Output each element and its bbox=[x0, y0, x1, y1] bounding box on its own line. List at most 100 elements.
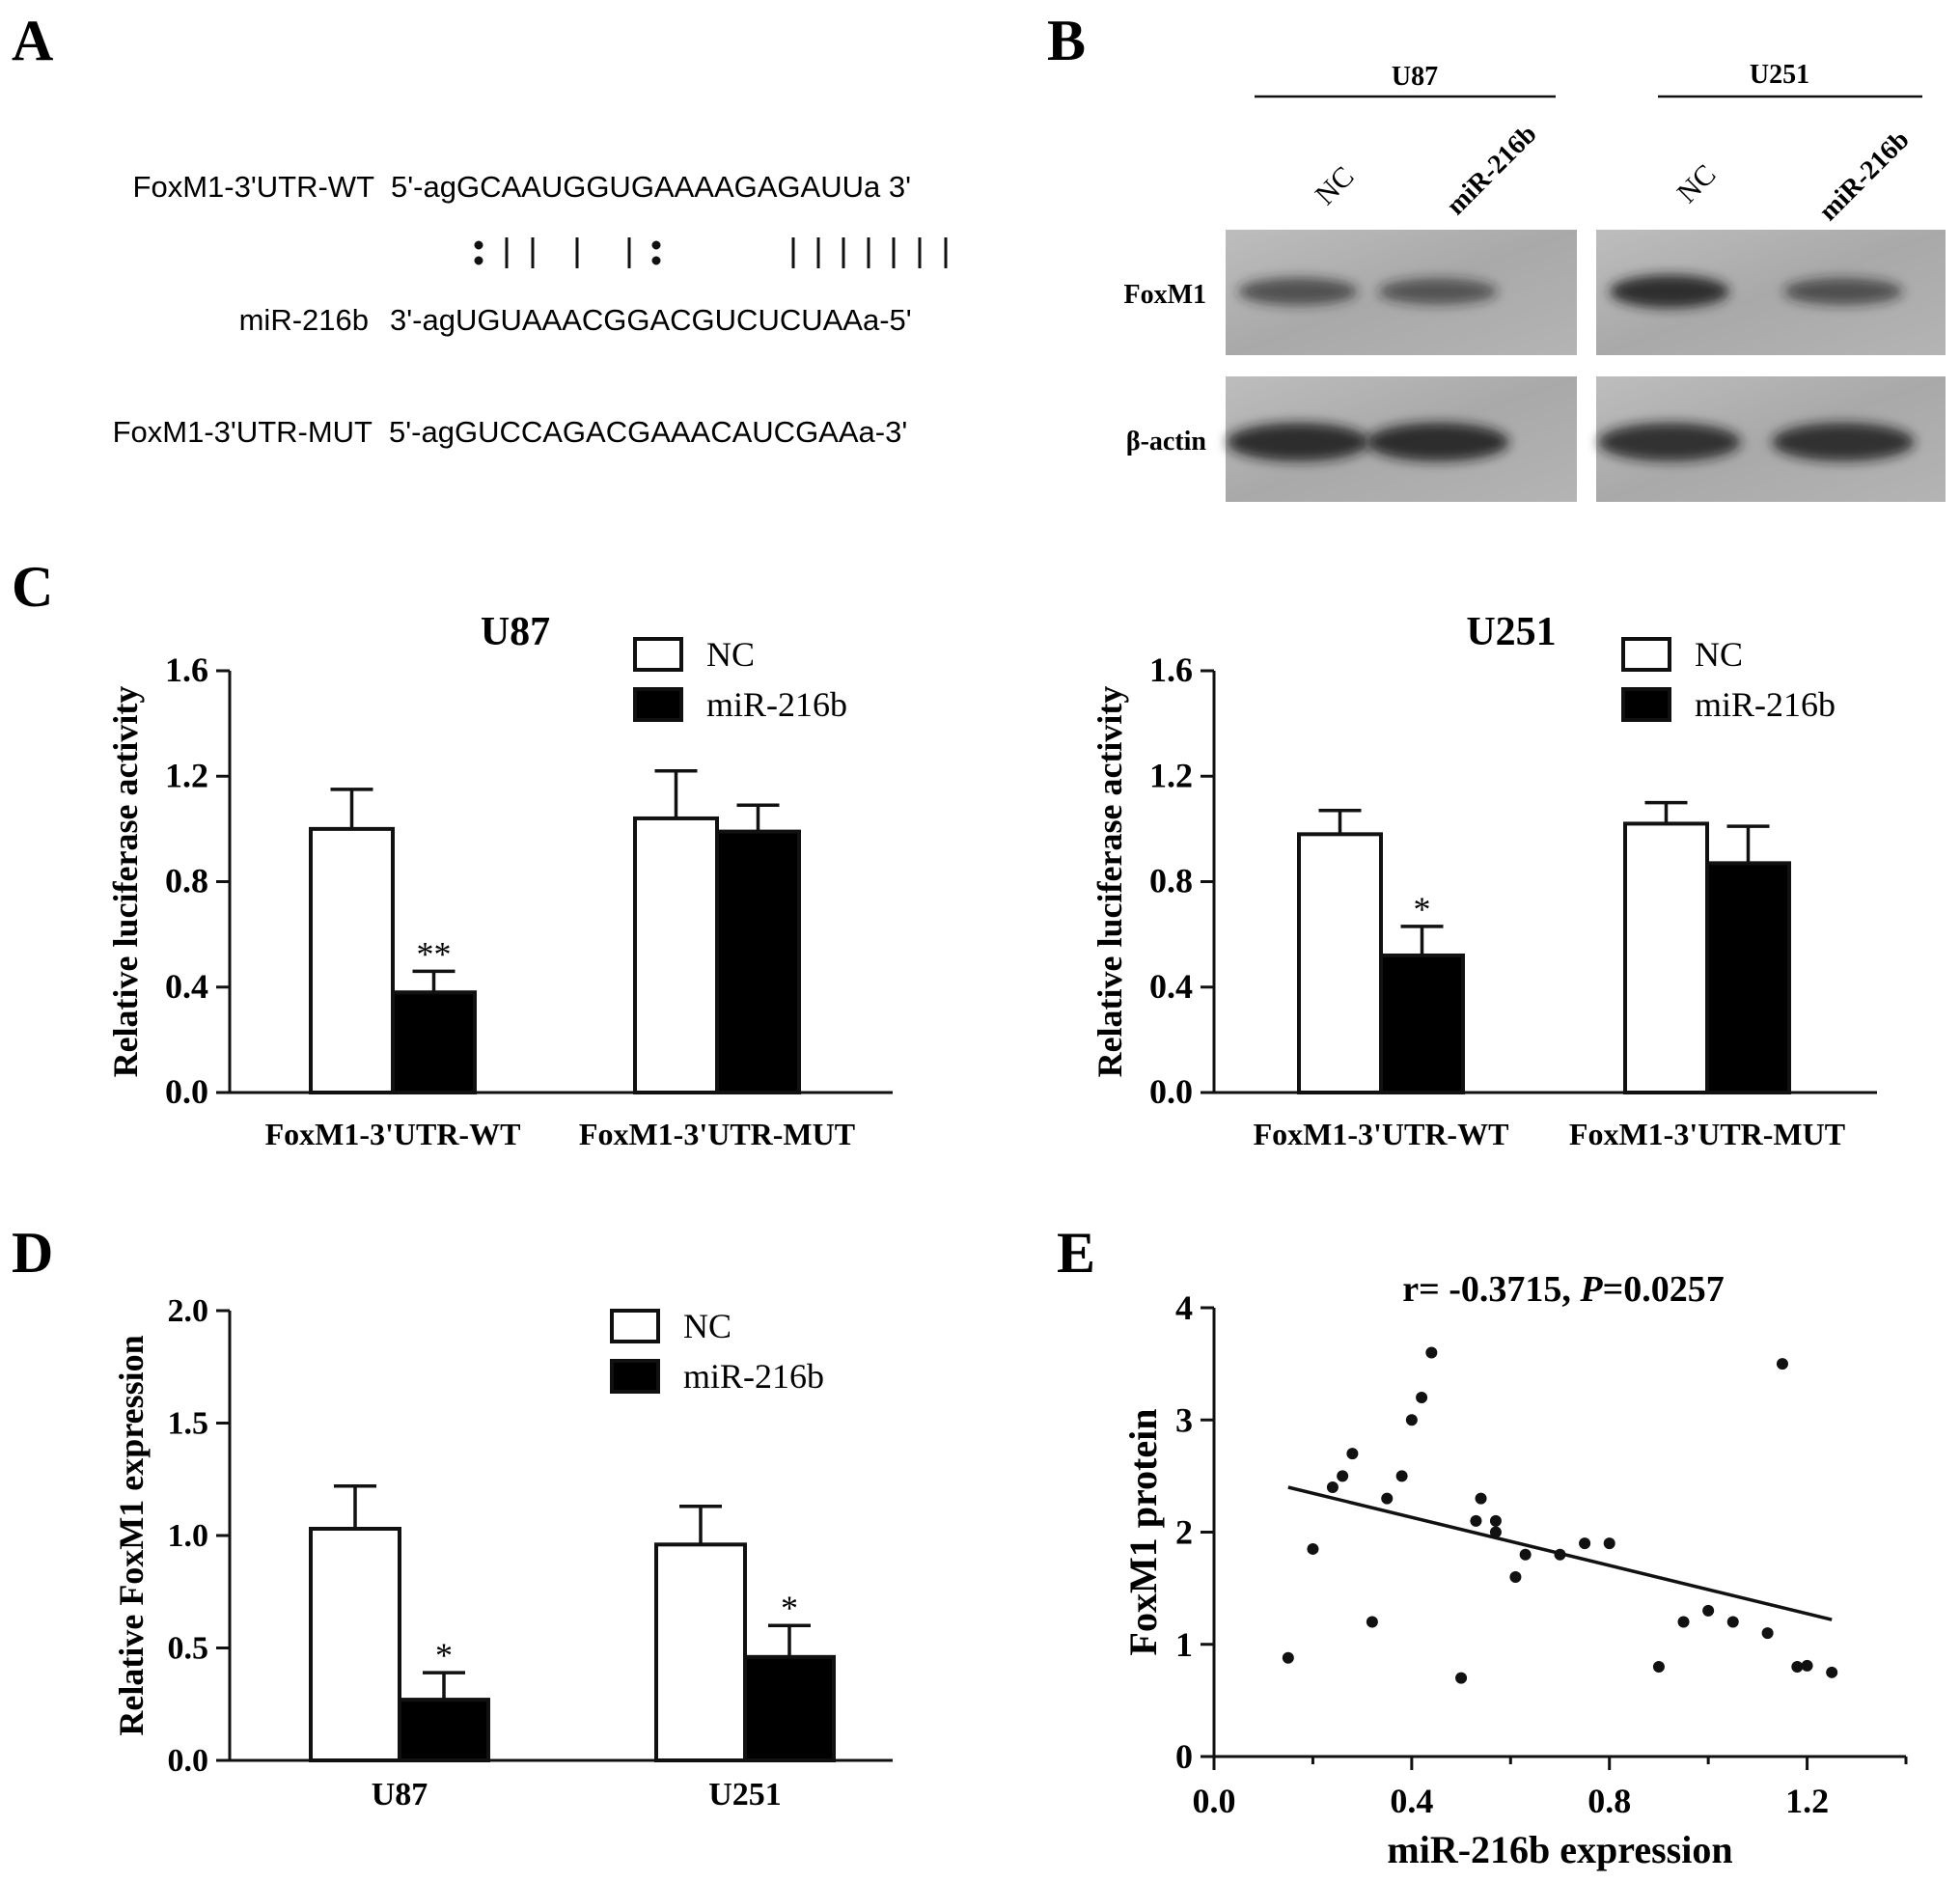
blot-bands bbox=[1227, 274, 1915, 461]
x-tick-label: 0.4 bbox=[1390, 1782, 1433, 1820]
legend-label: NC bbox=[706, 635, 755, 674]
protein-label-beta-actin: β-actin bbox=[1126, 427, 1207, 457]
bar-nc bbox=[633, 816, 719, 1094]
foxm1-band bbox=[1783, 278, 1903, 305]
protein-label-foxm1: FoxM1 bbox=[1123, 280, 1206, 310]
title-r-part: r= -0.3715, bbox=[1402, 1269, 1580, 1310]
scatter-point bbox=[1801, 1659, 1813, 1672]
chart-correlation-scatter: 0 1 2 3 4 0.0 0.4 0.8 1.2 r= -0.3715, P=0.0257 miR… bbox=[1121, 1269, 1908, 1871]
x-category-label: FoxM1-3'UTR-MUT bbox=[1569, 1117, 1845, 1151]
panel-a-alignment: FoxM1-3'UTR-WT 5'-agGCAAUGGUGAAAAGAGAUUa… bbox=[113, 170, 948, 449]
title-p-label: P bbox=[1579, 1269, 1603, 1310]
x-axis-title: miR-216b expression bbox=[1387, 1828, 1732, 1871]
wt-label: FoxM1-3'UTR-WT bbox=[133, 170, 375, 204]
scatter-point bbox=[1455, 1672, 1468, 1684]
cell-line-u87-header: U87 bbox=[1392, 62, 1438, 92]
scatter-point bbox=[1489, 1514, 1502, 1527]
title-p-value: =0.0257 bbox=[1603, 1269, 1725, 1310]
bar-nc bbox=[1297, 832, 1383, 1095]
y-tick-label: 0.8 bbox=[1149, 862, 1193, 900]
y-tick-label: 0.0 bbox=[168, 1743, 209, 1779]
scatter-point bbox=[1519, 1548, 1532, 1561]
y-tick-label: 3 bbox=[1175, 1400, 1193, 1439]
x-tick-label: 0.0 bbox=[1193, 1782, 1236, 1820]
panel-label-c: C bbox=[12, 555, 53, 619]
legend-label: miR-216b bbox=[706, 685, 847, 724]
wt-sequence: 5'-agGCAAUGGUGAAAAGAGAUUa 3' bbox=[391, 170, 911, 204]
legend-label: NC bbox=[683, 1307, 732, 1345]
chart-title: U251 bbox=[1466, 610, 1556, 654]
scatter-point bbox=[1509, 1571, 1522, 1583]
significance-marker: ** bbox=[417, 934, 452, 973]
scatter-point bbox=[1475, 1492, 1487, 1505]
y-axis-title: Relative luciferase activity bbox=[1090, 686, 1129, 1078]
scatter-point bbox=[1761, 1627, 1774, 1640]
legend-swatch bbox=[1621, 637, 1671, 672]
bar-mir216b bbox=[743, 1654, 836, 1762]
panel-label-b: B bbox=[1047, 9, 1086, 72]
significance-marker: * bbox=[781, 1589, 798, 1627]
actin-band bbox=[1227, 423, 1369, 461]
legend-label: miR-216b bbox=[1695, 685, 1836, 724]
panel-b-western-blot: U87 U251 NC miR-216b NC miR-216b FoxM1 β… bbox=[1123, 60, 1946, 502]
y-tick-label: 0.0 bbox=[165, 1072, 208, 1111]
bar-nc bbox=[309, 1527, 401, 1763]
bar-mir216b bbox=[398, 1698, 490, 1762]
scatter-point bbox=[1307, 1542, 1319, 1555]
scatter-point bbox=[1346, 1448, 1359, 1460]
y-tick-label: 0.0 bbox=[1149, 1072, 1193, 1111]
scatter-point bbox=[1326, 1481, 1339, 1493]
chart-foxm1-expression: 0.0 0.5 1.0 1.5 2.0 Relative FoxM1 expression… bbox=[112, 1293, 893, 1813]
legend-swatch bbox=[610, 1309, 660, 1343]
chart-title: r= -0.3715, P=0.0257 bbox=[1402, 1269, 1725, 1310]
scatter-point bbox=[1489, 1526, 1502, 1538]
legend-label: NC bbox=[1695, 635, 1743, 674]
scatter-point bbox=[1826, 1666, 1838, 1678]
y-tick-label: 2 bbox=[1175, 1513, 1193, 1552]
chart-title: U87 bbox=[481, 610, 550, 654]
bar-nc bbox=[309, 826, 395, 1094]
bar-mir216b bbox=[391, 990, 477, 1095]
scatter-point bbox=[1395, 1470, 1408, 1482]
bar-mir216b bbox=[1705, 861, 1791, 1094]
panel-label-d: D bbox=[12, 1221, 53, 1285]
scatter-point bbox=[1366, 1616, 1378, 1628]
scatter-point bbox=[1677, 1616, 1690, 1628]
scatter-point bbox=[1726, 1616, 1739, 1628]
significance-marker: * bbox=[435, 1636, 453, 1674]
legend-swatch bbox=[610, 1359, 660, 1394]
mir-label: miR-216b bbox=[239, 303, 369, 337]
mir-sequence: 3'-agUGUAAACGGACGUCUCUAAa-5' bbox=[390, 303, 912, 337]
legend-swatch bbox=[633, 637, 683, 672]
x-tick-label: 0.8 bbox=[1587, 1782, 1631, 1820]
scatter-point bbox=[1282, 1651, 1294, 1664]
y-tick-label: 0 bbox=[1175, 1737, 1193, 1776]
y-tick-label: 1.6 bbox=[165, 650, 208, 689]
legend-swatch bbox=[1621, 687, 1671, 722]
lane-label-nc-u87: NC bbox=[1310, 160, 1361, 211]
foxm1-band bbox=[1610, 274, 1729, 309]
scatter-point bbox=[1652, 1661, 1665, 1673]
legend-swatch bbox=[633, 687, 683, 722]
significance-marker: * bbox=[1414, 890, 1431, 928]
x-category-label: U87 bbox=[372, 1777, 428, 1813]
scatter-point bbox=[1603, 1537, 1615, 1550]
y-tick-label: 1.6 bbox=[1149, 650, 1193, 689]
y-tick-label: 2.0 bbox=[168, 1293, 209, 1329]
scatter-point bbox=[1425, 1346, 1438, 1359]
y-tick-label: 1.0 bbox=[168, 1518, 209, 1554]
y-axis-title: FoxM1 protein bbox=[1121, 1409, 1165, 1656]
scatter-point bbox=[1579, 1537, 1591, 1550]
mut-label: FoxM1-3'UTR-MUT bbox=[113, 415, 373, 449]
y-axis-title: Relative luciferase activity bbox=[106, 686, 145, 1078]
pairing-marks bbox=[474, 237, 948, 268]
y-tick-label: 1.5 bbox=[168, 1406, 209, 1442]
foxm1-band bbox=[1378, 278, 1498, 305]
cell-line-u251-header: U251 bbox=[1750, 60, 1809, 90]
y-tick-label: 1.2 bbox=[165, 756, 208, 794]
y-tick-label: 0.4 bbox=[1149, 967, 1193, 1006]
y-tick-label: 4 bbox=[1175, 1288, 1193, 1327]
actin-band bbox=[1772, 423, 1915, 461]
lane-label-mir216b-u251: miR-216b bbox=[1813, 125, 1916, 227]
scatter-point bbox=[1337, 1470, 1349, 1482]
